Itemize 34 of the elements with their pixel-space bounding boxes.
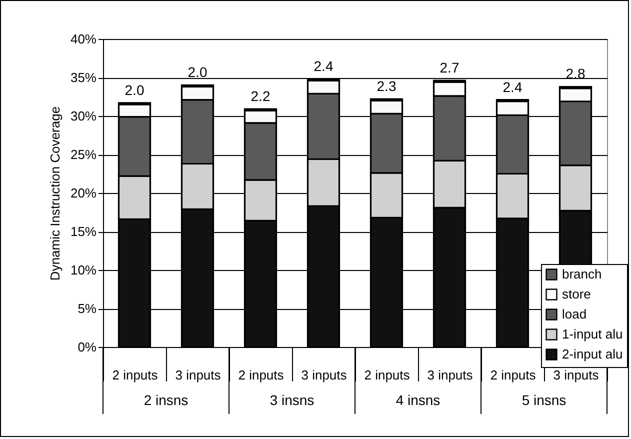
legend-label: load bbox=[562, 306, 587, 322]
x-tick-label: 2 inputs bbox=[490, 368, 536, 382]
legend-label: 2-input alu bbox=[562, 346, 623, 362]
annotation: 2.4 bbox=[314, 58, 334, 74]
y-tick-label: 25% bbox=[70, 147, 97, 162]
x-tick-label: 3 inputs bbox=[175, 368, 222, 382]
x-tick-label: 3 inputs bbox=[553, 368, 600, 382]
y-tick-label: 35% bbox=[70, 70, 97, 85]
y-tick-label: 10% bbox=[70, 262, 97, 278]
text: 2 insns bbox=[144, 392, 188, 408]
text: 4 insns bbox=[396, 392, 440, 408]
legend-label: branch bbox=[562, 266, 602, 282]
y-axis-title: Dynamic Instruction Coverage bbox=[47, 106, 62, 281]
x-tick-label: 3 inputs bbox=[427, 368, 474, 382]
y-tick-label: 15% bbox=[70, 224, 97, 239]
y-tick-label: 30% bbox=[70, 108, 97, 124]
text: 5 insns bbox=[522, 392, 566, 408]
x-tick-label: 3 inputs bbox=[301, 368, 348, 382]
y-tick-label: 5% bbox=[78, 301, 97, 316]
legend-label: store bbox=[562, 286, 591, 302]
text: 3 insns bbox=[270, 392, 314, 408]
legend-label: 1-input alu bbox=[562, 326, 623, 342]
y-tick-label: 40% bbox=[70, 32, 97, 46]
annotation: 2.2 bbox=[250, 88, 270, 104]
annotation: 2.3 bbox=[376, 78, 396, 94]
annotation: 2.0 bbox=[124, 82, 144, 98]
annotation: 2.7 bbox=[440, 60, 460, 76]
x-tick-label: 2 inputs bbox=[364, 368, 410, 382]
x-tick-label: 2 inputs bbox=[112, 368, 158, 382]
x-tick-label: 2 inputs bbox=[238, 368, 284, 382]
y-tick-label: 0% bbox=[78, 340, 97, 354]
annotation: 2.4 bbox=[502, 78, 522, 95]
y-tick-label: 20% bbox=[70, 186, 97, 200]
annotation: 2.0 bbox=[188, 64, 208, 80]
